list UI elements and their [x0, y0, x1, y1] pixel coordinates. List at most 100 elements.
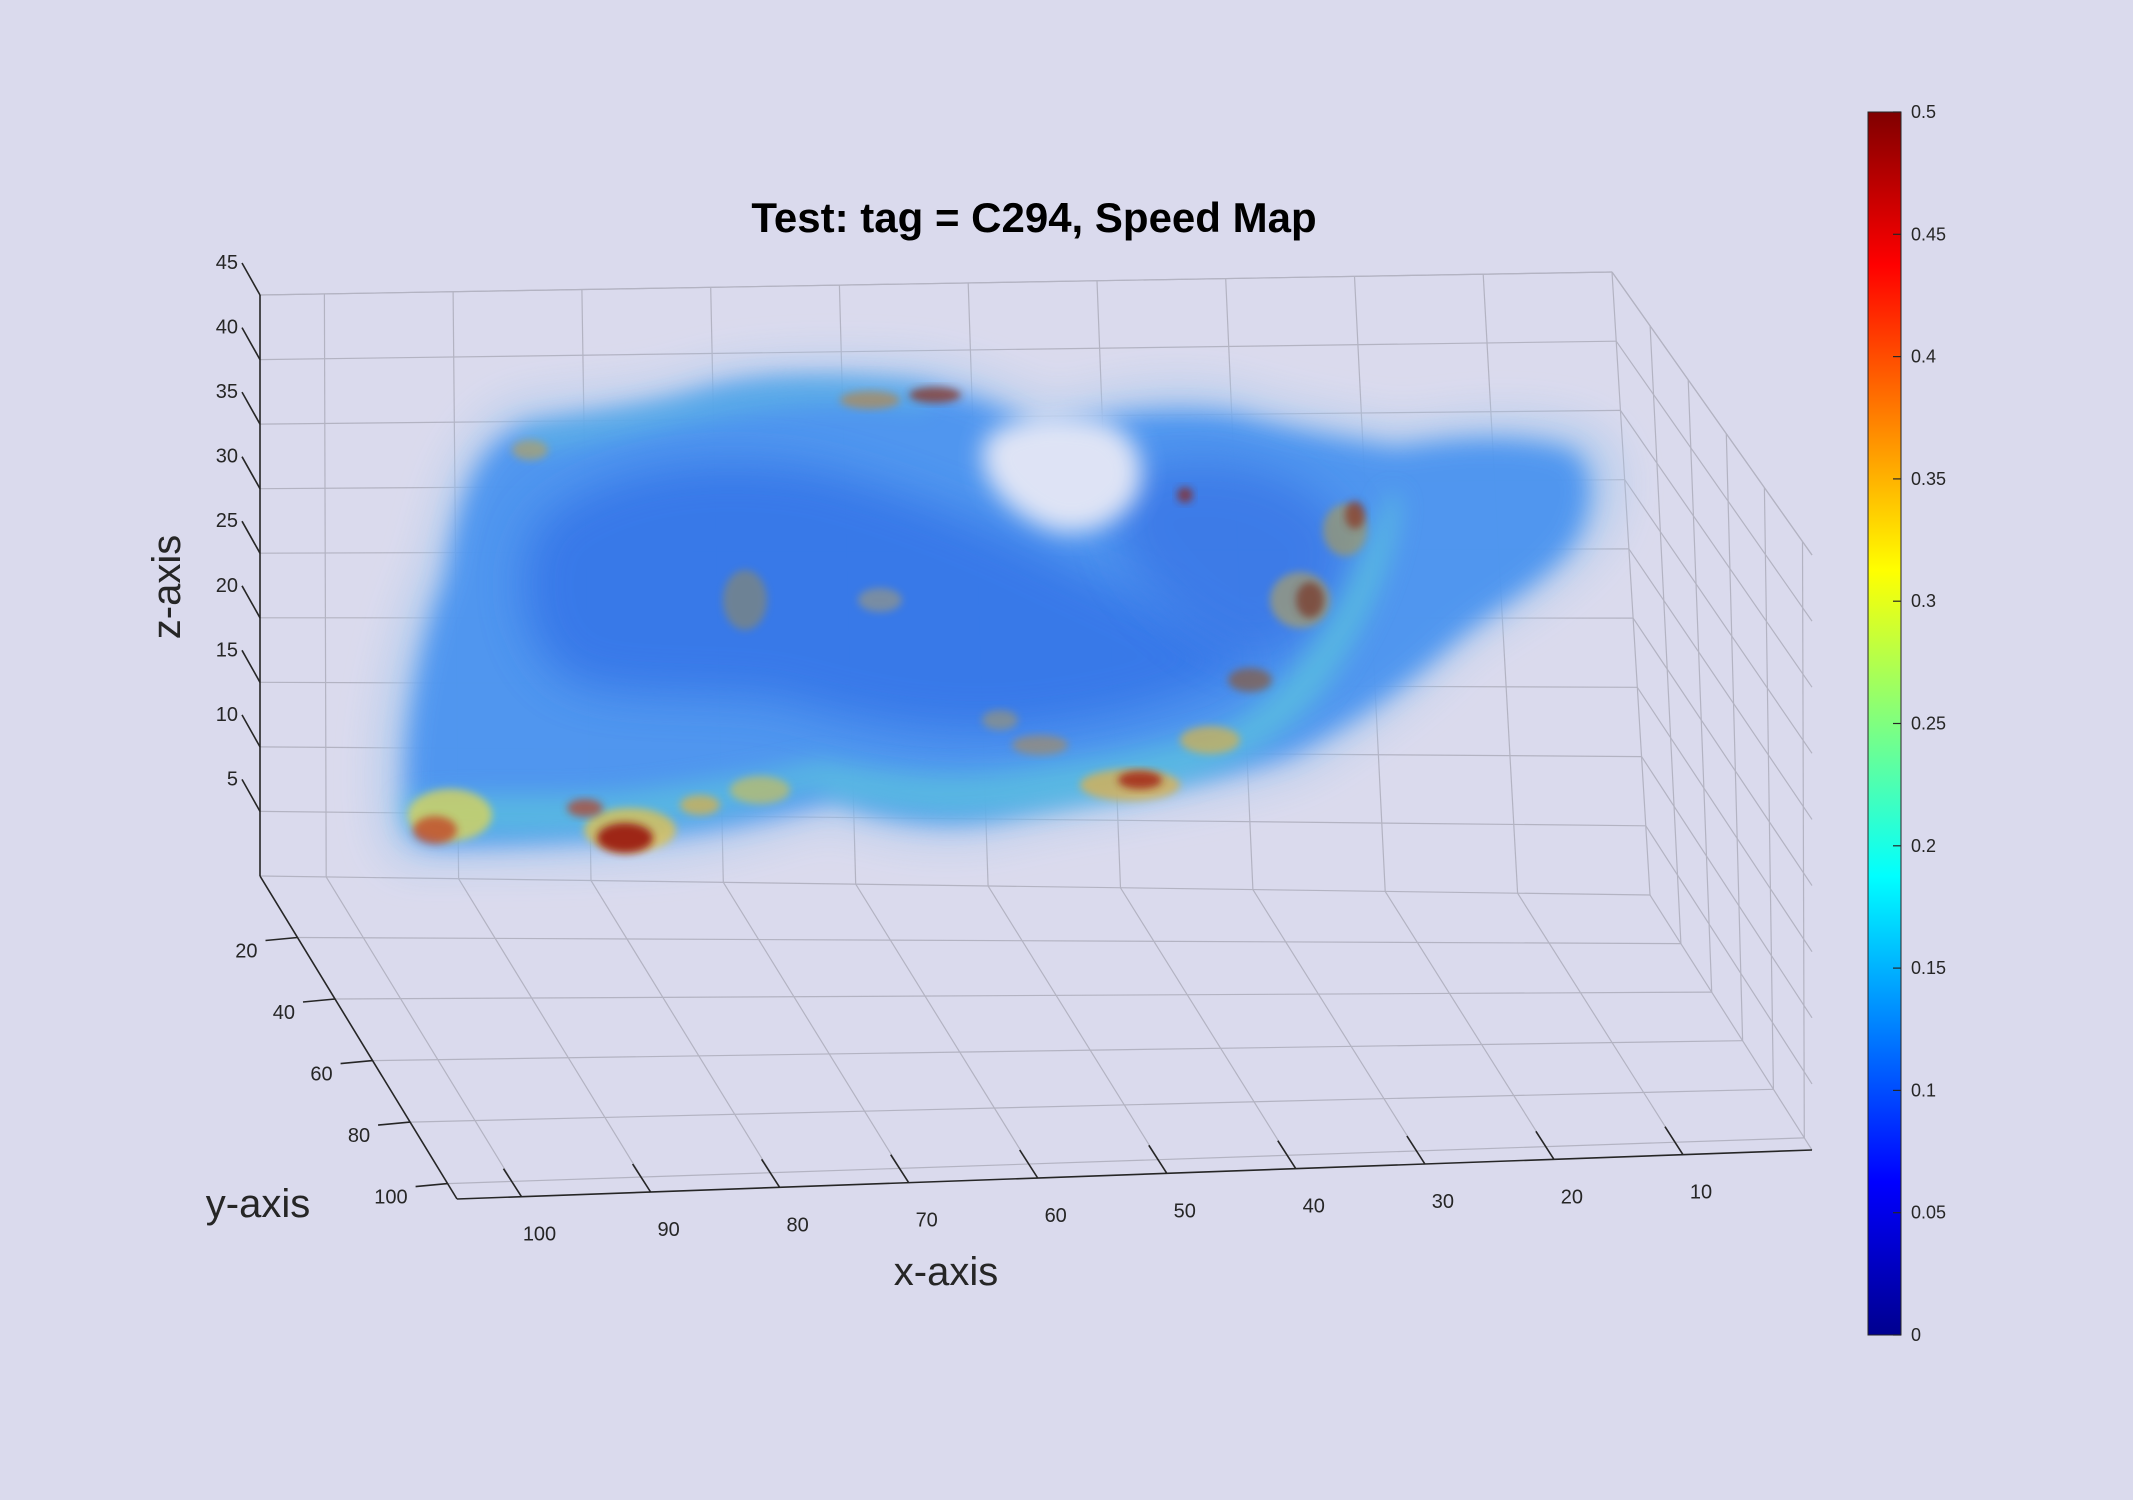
- x-axis-line: [456, 1149, 1813, 1200]
- y-axis-label: y-axis: [206, 1182, 310, 1226]
- x-axis-label: x-axis: [894, 1250, 998, 1294]
- y-gridline: [372, 1040, 1743, 1062]
- z-tick: [241, 779, 261, 812]
- y-tick-labels: 20 40 60 80 100: [235, 941, 407, 1209]
- back-corner-edge: [1611, 271, 1651, 896]
- z-gridline: [1636, 686, 1813, 953]
- z-tick-label: 25: [216, 510, 238, 532]
- z-tick-label: 10: [216, 704, 238, 726]
- z-tick: [241, 585, 261, 619]
- y-tick-label: 60: [310, 1064, 332, 1086]
- hotspot-bottom-left: [408, 776, 790, 853]
- wall-top-edge: [259, 271, 1613, 296]
- x-tick-label: 90: [657, 1219, 679, 1241]
- y-gridline: [334, 991, 1712, 1000]
- x-gridline: [458, 878, 652, 1193]
- x-tick: [890, 1154, 910, 1184]
- y-gridline: [447, 1137, 1805, 1185]
- cyan-band-bottom: [400, 490, 1400, 834]
- z-tick: [241, 520, 261, 554]
- x-tick: [1019, 1149, 1039, 1179]
- x-tick-label: 10: [1690, 1182, 1712, 1204]
- z-tick: [241, 456, 261, 490]
- colorbar-ticks: 0 0.05 0.1 0.15 0.2 0.25 0.3 0.35 0.4 0.45 0.5: [1893, 102, 1946, 1345]
- x-gridline: [1252, 889, 1426, 1165]
- colorbar-tick-label: 0.3: [1911, 591, 1936, 611]
- y-tick-label: 20: [235, 941, 257, 963]
- x-tick-labels: 100 90 80 70 60 50 40 30 20 10: [523, 1182, 1712, 1246]
- speed-volume: [381, 362, 1618, 862]
- z-axis-label: z-axis: [145, 535, 189, 639]
- z-tick: [241, 327, 261, 360]
- x-gridline: [325, 876, 523, 1198]
- x-gridline: [590, 880, 781, 1188]
- x-tick-label: 80: [786, 1214, 808, 1236]
- x-tick-label: 60: [1045, 1205, 1067, 1227]
- z-tick: [241, 262, 261, 296]
- x-tick: [1406, 1135, 1426, 1165]
- x-gridline: [323, 293, 327, 877]
- y-gridline: [1725, 433, 1744, 1041]
- x-tick-label: 30: [1432, 1191, 1454, 1213]
- colorbar-tick-label: 0.5: [1911, 102, 1936, 122]
- hotspots: [408, 387, 1367, 853]
- y-tick: [340, 1059, 373, 1065]
- cyan-band-top: [520, 380, 930, 455]
- y-tick-label: 40: [273, 1002, 295, 1024]
- y-axis-line: [259, 875, 458, 1200]
- x-tick-label: 70: [916, 1210, 938, 1232]
- z-gridline: [1615, 340, 1813, 622]
- z-tick-label: 35: [216, 381, 238, 403]
- colorbar-tick-label: 0.25: [1911, 714, 1946, 734]
- z-tick-label: 15: [216, 639, 238, 661]
- z-tick-label: 30: [216, 446, 238, 468]
- y-gridline: [1763, 487, 1774, 1090]
- y-tick: [265, 936, 298, 942]
- y-tick: [302, 998, 336, 1003]
- z-gridline: [1632, 617, 1813, 886]
- z-tick: [241, 391, 261, 425]
- y-gridline: [297, 936, 1681, 945]
- x-gridline: [1119, 887, 1297, 1170]
- x-tick: [502, 1168, 523, 1198]
- colorbar-tick-label: 0.45: [1911, 224, 1946, 244]
- z-gridline: [1619, 410, 1813, 688]
- x-tick: [1277, 1140, 1297, 1170]
- colorbar-tick-label: 0.05: [1911, 1203, 1946, 1223]
- x-tick-label: 50: [1174, 1200, 1196, 1222]
- z-tick-label: 20: [216, 575, 238, 597]
- x-gridline: [722, 881, 910, 1184]
- y-gridline: [1801, 541, 1805, 1138]
- volume-cavity: [982, 416, 1142, 533]
- floor-right-edge: [1649, 894, 1813, 1151]
- x-tick-label: 20: [1561, 1186, 1583, 1208]
- colorbar-tick-label: 0.2: [1911, 836, 1936, 856]
- y-tick: [378, 1121, 411, 1126]
- x-tick: [1664, 1126, 1684, 1156]
- chart-title: Test: tag = C294, Speed Map: [751, 194, 1316, 241]
- y-gridline: [1649, 325, 1682, 944]
- z-gridline: [1641, 756, 1813, 1019]
- x-tick: [760, 1158, 781, 1188]
- z-gridline: [1645, 825, 1813, 1085]
- x-gridline: [1517, 892, 1684, 1156]
- floor-back-edge: [259, 875, 1651, 896]
- side-top-edge: [1611, 271, 1813, 556]
- z-tick: [241, 649, 261, 683]
- hotspot-top: [512, 387, 1193, 730]
- x-tick: [631, 1163, 652, 1193]
- colorbar-tick-label: 0.35: [1911, 469, 1946, 489]
- z-tick: [241, 714, 261, 748]
- y-tick-label: 80: [348, 1125, 370, 1147]
- x-tick: [1148, 1144, 1168, 1174]
- y-gridline: [1687, 379, 1713, 993]
- z-gridline: [1624, 479, 1813, 754]
- x-gridline: [1384, 891, 1555, 1160]
- colorbar-tick-label: 0.4: [1911, 347, 1936, 367]
- y-gridline: [410, 1088, 1774, 1123]
- colorbar-tick-label: 0.1: [1911, 1080, 1936, 1100]
- z-tick-label: 40: [216, 317, 238, 339]
- colorbar: 0 0.05 0.1 0.15 0.2 0.25 0.3 0.35 0.4 0.45 0.5: [1867, 102, 1946, 1345]
- z-gridline: [259, 340, 1617, 361]
